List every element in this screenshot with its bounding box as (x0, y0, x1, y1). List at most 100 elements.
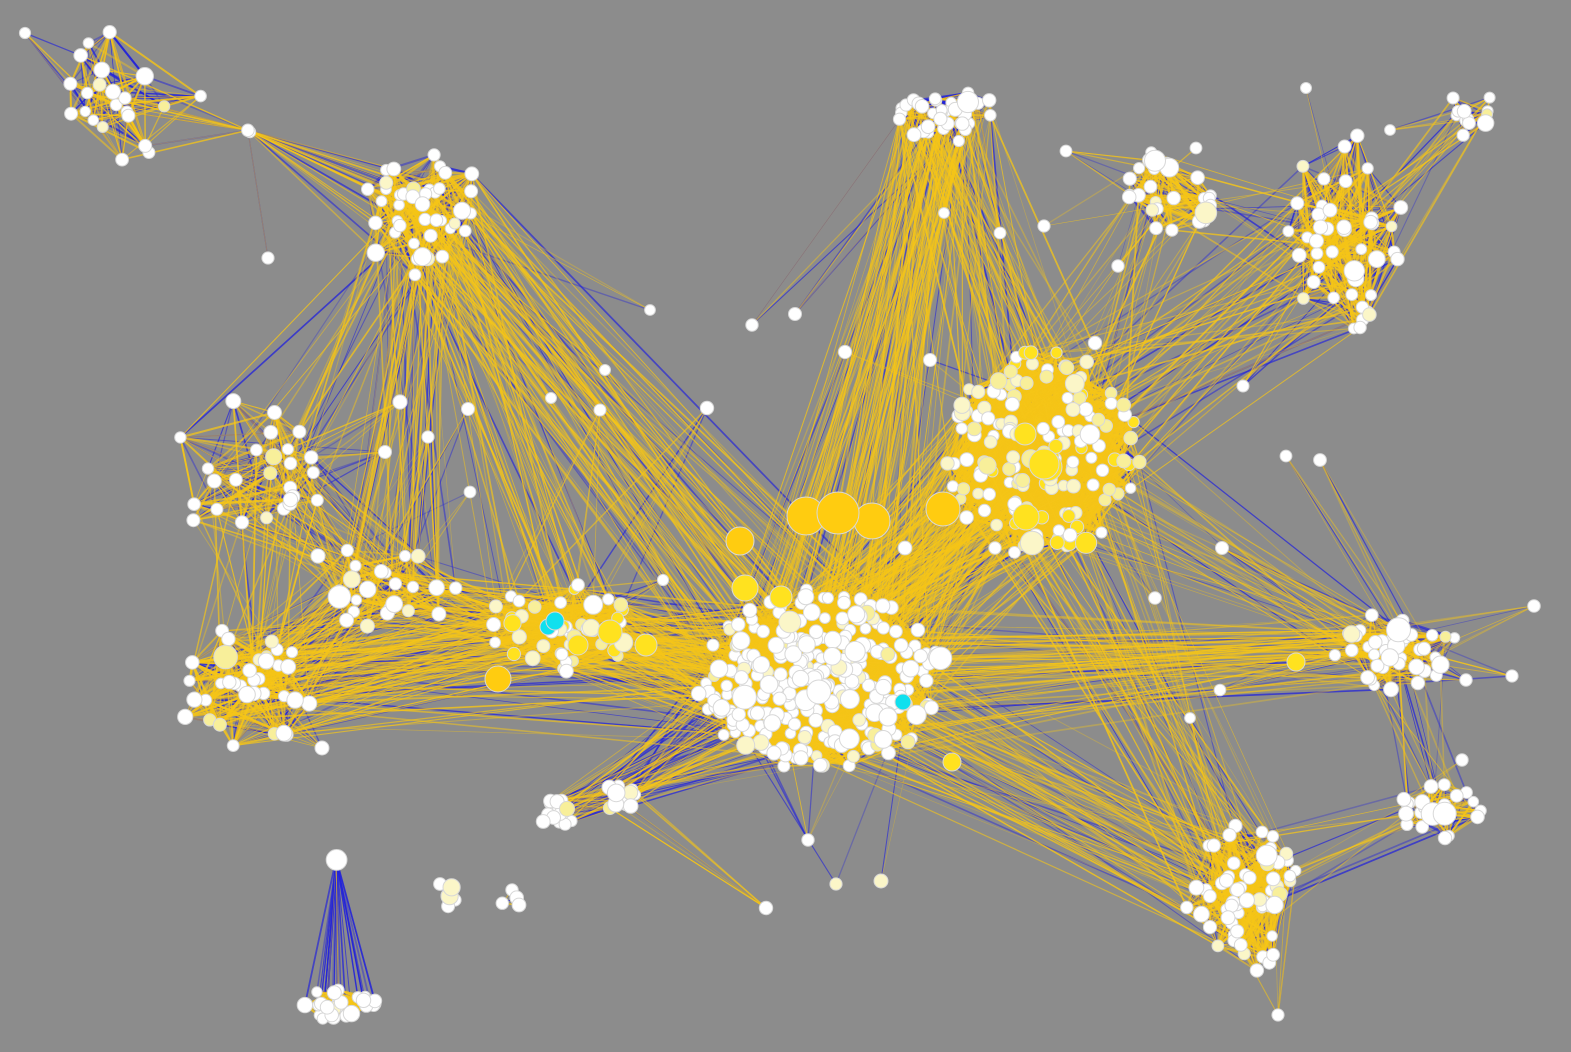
graph-node[interactable] (1367, 250, 1386, 269)
graph-node[interactable] (993, 226, 1007, 240)
graph-node[interactable] (375, 195, 388, 208)
graph-node[interactable] (1291, 247, 1307, 263)
graph-node[interactable] (1095, 463, 1110, 477)
graph-node[interactable] (448, 217, 461, 230)
graph-node[interactable] (959, 510, 974, 525)
graph-node[interactable] (1065, 402, 1081, 417)
graph-node[interactable] (875, 598, 891, 614)
graph-node[interactable] (835, 611, 850, 626)
graph-node[interactable] (495, 896, 509, 910)
graph-node[interactable] (1470, 809, 1485, 825)
graph-node[interactable] (186, 513, 201, 528)
graph-node[interactable] (847, 605, 866, 624)
graph-node[interactable] (910, 622, 926, 638)
graph-node[interactable] (1266, 930, 1278, 942)
graph-node[interactable] (956, 482, 971, 496)
graph-node[interactable] (1238, 892, 1255, 909)
graph-node[interactable] (1095, 526, 1108, 539)
graph-node[interactable] (734, 670, 749, 685)
graph-node[interactable] (355, 992, 372, 1008)
graph-node[interactable] (1180, 900, 1194, 915)
graph-node[interactable] (859, 622, 872, 635)
graph-node[interactable] (1279, 846, 1294, 861)
graph-node[interactable] (846, 749, 860, 763)
graph-node[interactable] (82, 37, 95, 49)
graph-node[interactable] (959, 452, 975, 468)
graph-node[interactable] (1296, 159, 1310, 173)
graph-node[interactable] (823, 647, 842, 666)
graph-node[interactable] (1050, 346, 1063, 359)
graph-node[interactable] (264, 634, 279, 649)
graph-node[interactable] (844, 640, 866, 663)
graph-node[interactable] (87, 114, 100, 126)
graph-node[interactable] (102, 24, 117, 40)
graph-node[interactable] (1023, 345, 1039, 361)
graph-node[interactable] (821, 591, 835, 605)
graph-node[interactable] (983, 435, 998, 449)
graph-node[interactable] (1116, 397, 1131, 413)
graph-node[interactable] (1328, 649, 1342, 662)
graph-node[interactable] (310, 493, 324, 507)
graph-node[interactable] (1061, 509, 1076, 523)
graph-node[interactable] (597, 619, 623, 645)
graph-node[interactable] (977, 503, 992, 518)
graph-node[interactable] (1255, 825, 1269, 839)
graph-node[interactable] (1194, 201, 1218, 225)
graph-node[interactable] (1365, 608, 1379, 623)
graph-node[interactable] (1343, 260, 1366, 282)
graph-node[interactable] (368, 215, 383, 231)
graph-node[interactable] (406, 580, 420, 594)
graph-node[interactable] (793, 750, 809, 766)
graph-node[interactable] (545, 611, 565, 631)
graph-node[interactable] (1342, 625, 1361, 643)
graph-node[interactable] (712, 698, 731, 717)
graph-node[interactable] (464, 166, 480, 182)
graph-node[interactable] (788, 307, 802, 321)
graph-node[interactable] (464, 184, 479, 199)
graph-node[interactable] (940, 456, 955, 471)
graph-node[interactable] (906, 704, 927, 726)
graph-node[interactable] (1019, 376, 1034, 391)
graph-node[interactable] (906, 127, 922, 143)
graph-node[interactable] (1456, 103, 1472, 119)
graph-node[interactable] (1184, 712, 1196, 724)
graph-node[interactable] (816, 491, 860, 535)
graph-node[interactable] (656, 573, 670, 587)
graph-node[interactable] (1066, 455, 1080, 469)
graph-node[interactable] (1390, 251, 1405, 267)
graph-node[interactable] (512, 594, 526, 608)
graph-node[interactable] (709, 659, 729, 679)
graph-node[interactable] (1446, 91, 1460, 105)
graph-node[interactable] (79, 105, 92, 118)
graph-node[interactable] (283, 456, 298, 471)
graph-node[interactable] (1437, 778, 1451, 792)
graph-node[interactable] (878, 707, 898, 727)
graph-node[interactable] (731, 574, 759, 602)
graph-node[interactable] (837, 344, 853, 360)
graph-node[interactable] (1127, 416, 1140, 429)
graph-node[interactable] (327, 585, 352, 609)
graph-node[interactable] (257, 652, 275, 670)
graph-node[interactable] (511, 897, 527, 913)
graph-node[interactable] (1505, 669, 1519, 683)
graph-node[interactable] (772, 691, 787, 706)
graph-node[interactable] (797, 730, 812, 745)
graph-node[interactable] (1312, 219, 1329, 235)
graph-node[interactable] (1360, 670, 1375, 685)
graph-node[interactable] (1297, 292, 1310, 305)
graph-node[interactable] (919, 673, 934, 688)
graph-node[interactable] (1266, 947, 1280, 962)
graph-node[interactable] (1059, 360, 1075, 376)
graph-node[interactable] (319, 999, 335, 1015)
graph-node[interactable] (226, 739, 240, 752)
graph-node[interactable] (386, 161, 402, 177)
graph-node[interactable] (241, 123, 255, 138)
graph-node[interactable] (1003, 364, 1018, 379)
graph-node[interactable] (928, 646, 953, 671)
graph-node[interactable] (808, 624, 824, 640)
graph-node[interactable] (393, 199, 405, 211)
graph-node[interactable] (1265, 895, 1284, 915)
graph-node[interactable] (1037, 219, 1051, 233)
graph-node[interactable] (311, 986, 323, 998)
graph-node[interactable] (839, 728, 860, 750)
